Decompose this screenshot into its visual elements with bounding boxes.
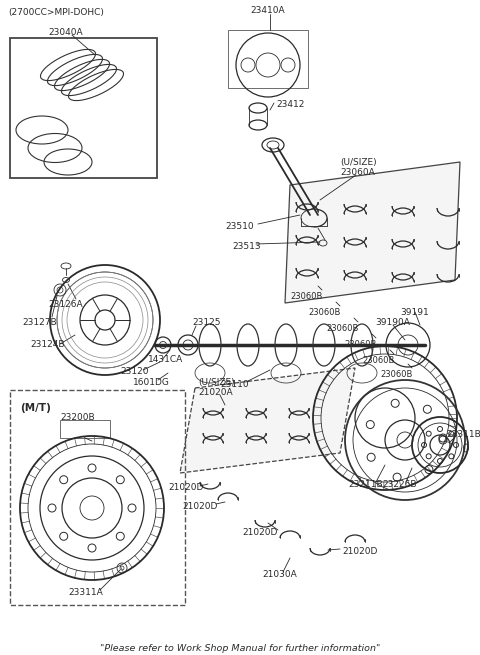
Text: 21020D: 21020D [342, 547, 377, 556]
Text: 23126A: 23126A [48, 300, 83, 309]
Bar [228, 30, 308, 88]
Text: 21020A: 21020A [198, 388, 233, 397]
Text: 23410A: 23410A [251, 6, 285, 15]
Text: 39191: 39191 [400, 308, 429, 317]
Text: 23513: 23513 [232, 242, 261, 251]
Text: 23060B: 23060B [308, 308, 340, 317]
Text: 23110: 23110 [220, 380, 249, 389]
Text: (U/SIZE): (U/SIZE) [198, 378, 235, 387]
Text: 21020D: 21020D [168, 483, 204, 492]
Text: 23200B: 23200B [60, 413, 95, 422]
Bar [60, 420, 110, 438]
Text: 21030A: 21030A [262, 570, 297, 579]
Text: 23060B: 23060B [326, 324, 359, 333]
Text: 1601DG: 1601DG [133, 378, 170, 387]
Text: 23226B: 23226B [382, 480, 417, 489]
Polygon shape [180, 368, 355, 473]
Text: 23060B: 23060B [362, 356, 395, 365]
Text: 39190A: 39190A [375, 318, 410, 327]
Text: 23510: 23510 [225, 222, 253, 231]
Bar [10, 390, 185, 605]
Text: 23060B: 23060B [380, 370, 412, 379]
Text: 21020D: 21020D [182, 502, 217, 511]
Text: 23060A: 23060A [340, 168, 375, 177]
Text: 23311A: 23311A [68, 588, 103, 597]
Text: "Please refer to Work Shop Manual for further information": "Please refer to Work Shop Manual for fu… [100, 644, 380, 653]
Text: 23060B: 23060B [290, 292, 323, 301]
Text: 23120: 23120 [120, 367, 148, 376]
Bar [10, 38, 157, 178]
Text: 23311B: 23311B [446, 430, 480, 439]
Text: 23412: 23412 [276, 100, 304, 109]
Text: 23124B: 23124B [30, 340, 64, 349]
Text: (M/T): (M/T) [20, 403, 51, 413]
Text: 23040A: 23040A [48, 28, 83, 37]
Text: 23211B: 23211B [348, 480, 383, 489]
Text: 21020D: 21020D [242, 528, 277, 537]
Text: 1431CA: 1431CA [148, 355, 183, 364]
Text: 23127B: 23127B [22, 318, 57, 327]
Polygon shape [285, 162, 460, 303]
Text: 23060B: 23060B [344, 340, 376, 349]
Text: 23125: 23125 [192, 318, 220, 327]
Text: (U/SIZE): (U/SIZE) [340, 158, 377, 167]
Text: (2700CC>MPI-DOHC): (2700CC>MPI-DOHC) [8, 8, 104, 17]
